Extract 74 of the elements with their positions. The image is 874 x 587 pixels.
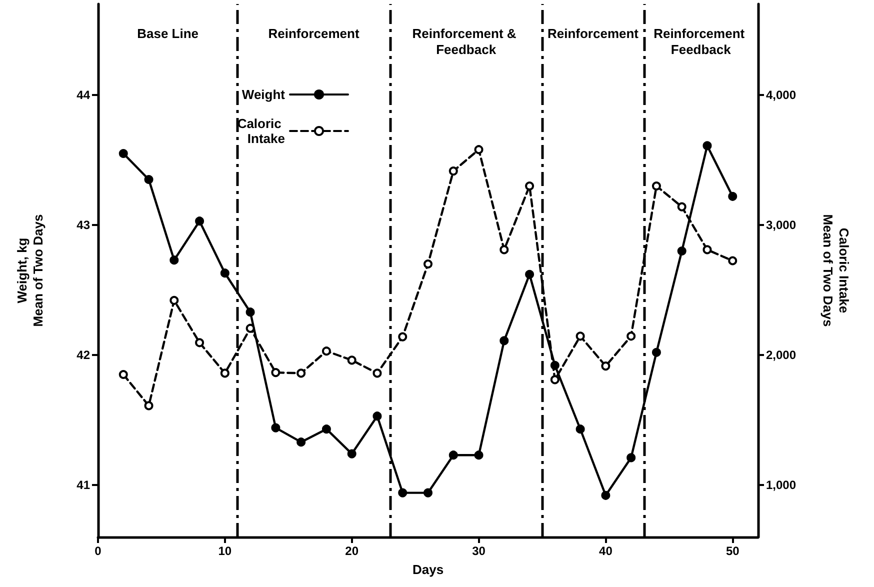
annotation: Reinforcement	[268, 26, 360, 41]
point	[424, 488, 432, 498]
point	[220, 268, 230, 278]
point	[398, 332, 408, 342]
x-tick-label: 50	[726, 544, 740, 558]
point	[372, 412, 382, 421]
point	[550, 360, 560, 370]
point	[220, 368, 230, 378]
point	[728, 192, 738, 201]
legend-label: Caloric Intake	[237, 116, 285, 146]
point	[652, 348, 661, 357]
y2-tick-label: 2,000	[766, 348, 796, 362]
point	[118, 149, 128, 158]
point	[576, 332, 585, 341]
point	[474, 145, 484, 154]
point	[677, 246, 686, 256]
annotation: Reinforcement	[547, 26, 640, 41]
point	[372, 368, 382, 378]
y2-axis-title: Caloric Intake Mean of Two Days	[820, 214, 852, 327]
legend-label: Weight	[242, 87, 286, 102]
point	[626, 453, 636, 462]
point	[398, 488, 408, 498]
point	[170, 296, 179, 305]
point	[677, 202, 686, 212]
point	[246, 308, 255, 317]
point	[652, 182, 661, 190]
point	[500, 336, 509, 346]
x-tick-label: 40	[599, 544, 613, 558]
y2-tick-label: 4,000	[766, 88, 796, 102]
point	[144, 401, 154, 410]
point	[195, 216, 204, 226]
point	[702, 141, 712, 150]
point	[500, 245, 509, 254]
annotation: Reinforcement & Feedback	[412, 26, 520, 57]
point	[322, 346, 331, 356]
point	[525, 182, 534, 190]
point	[702, 245, 712, 254]
x-tick-label: 20	[345, 544, 359, 558]
point	[601, 490, 610, 500]
point	[322, 424, 331, 434]
point	[195, 338, 204, 348]
x-tick-label: 30	[472, 544, 486, 558]
point	[170, 256, 179, 265]
x-tick-label: 0	[94, 544, 102, 558]
y-tick-label: 44	[76, 88, 90, 102]
point	[296, 368, 306, 378]
point	[347, 449, 356, 458]
point	[525, 270, 534, 279]
point	[576, 424, 585, 434]
point	[626, 332, 636, 341]
y2-tick-label: 1,000	[766, 478, 796, 492]
point	[296, 438, 306, 447]
point	[118, 370, 128, 379]
point	[448, 450, 458, 460]
point	[347, 356, 356, 365]
x-axis-title: Days	[412, 562, 444, 577]
annotation: Base Line	[137, 26, 199, 41]
x-tick-label: 10	[218, 544, 232, 558]
point	[271, 368, 280, 378]
point	[271, 423, 280, 432]
point	[144, 175, 154, 184]
point	[246, 324, 255, 333]
y-tick-label: 42	[76, 348, 90, 362]
annotation: Reinforcement Feedback	[654, 26, 748, 57]
point	[448, 166, 458, 176]
y-tick-label: 43	[76, 218, 90, 232]
y2-tick-label: 3,000	[766, 218, 796, 232]
point	[550, 375, 560, 384]
point	[601, 362, 610, 371]
point	[728, 256, 738, 266]
y-tick-label: 41	[76, 478, 90, 492]
point	[474, 450, 484, 460]
point	[424, 260, 432, 268]
y-axis-title: Weight, kg Mean of Two Days	[14, 214, 46, 327]
